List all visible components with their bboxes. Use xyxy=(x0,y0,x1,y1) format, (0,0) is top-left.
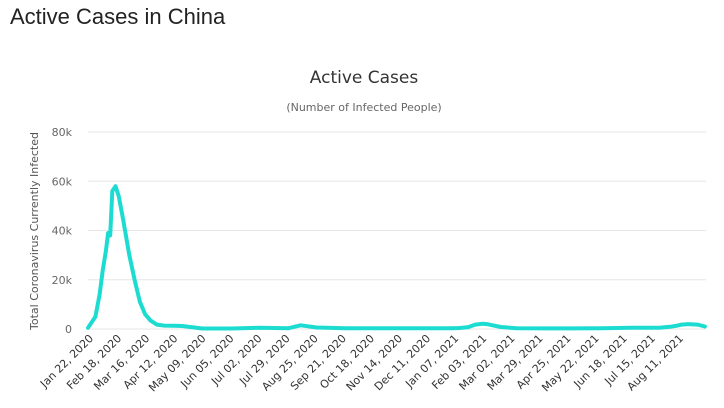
y-tick-label: 60k xyxy=(52,175,73,188)
page-heading: Active Cases in China xyxy=(10,4,226,29)
active-cases-line xyxy=(86,184,707,331)
y-tick-label: 20k xyxy=(52,274,73,287)
y-tick-label: 0 xyxy=(65,323,72,336)
y-tick-label: 40k xyxy=(52,225,73,238)
chart-subtitle: (Number of Infected People) xyxy=(286,101,441,114)
y-axis-label: Total Coronavirus Currently Infected xyxy=(28,132,41,331)
y-tick-label: 80k xyxy=(52,126,73,139)
chart-title: Active Cases xyxy=(310,68,419,88)
